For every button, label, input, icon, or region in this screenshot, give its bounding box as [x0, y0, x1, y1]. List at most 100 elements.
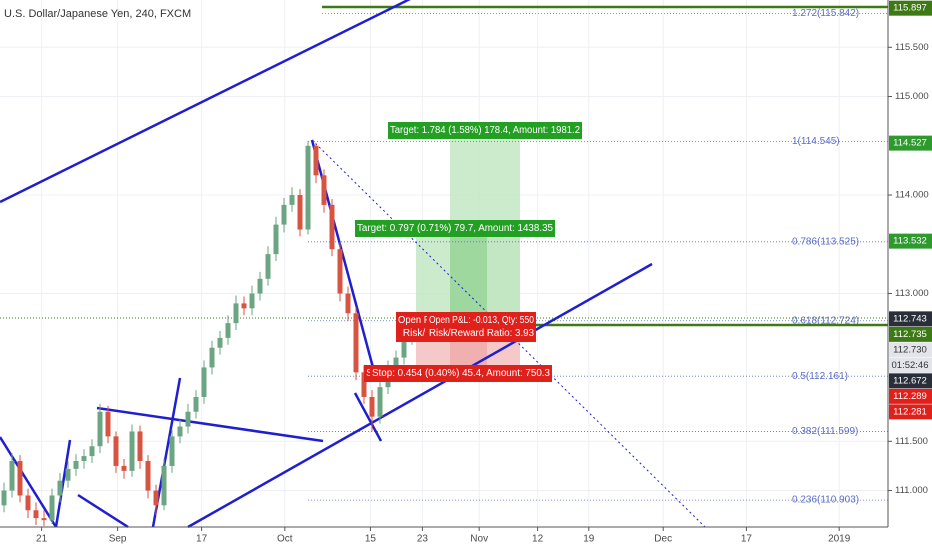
price-tag-bg: [889, 357, 932, 373]
candle-body: [313, 145, 319, 176]
annotation-text: Target: 0.797 (0.71%) 79.7, Amount: 1438…: [357, 223, 553, 234]
candle-body: [289, 195, 295, 205]
trendline: [353, 392, 383, 442]
candle-body: [89, 446, 95, 457]
x-tick-label: 17: [741, 534, 753, 545]
annotation-box: [370, 365, 552, 382]
candle-body: [225, 323, 231, 338]
x-tick-label: 2019: [828, 534, 851, 545]
annotation-text: Open P: [398, 315, 430, 326]
x-tick-label: 19: [583, 534, 595, 545]
candle-body: [201, 367, 207, 397]
candle-body: [81, 456, 87, 462]
fib-label: 0.618(112.724): [792, 315, 859, 326]
candle-body: [297, 195, 303, 230]
grid-layer: [0, 0, 888, 527]
candle-body: [249, 293, 255, 309]
trendline: [0, 436, 58, 528]
fib-label: 0.236(110.903): [792, 495, 859, 506]
annotation-text: Risk/: [403, 328, 425, 339]
candle-body: [337, 249, 343, 294]
annotation-box: [396, 312, 432, 342]
price-tag-bg: [889, 326, 932, 342]
candle-body: [185, 411, 191, 427]
candle-body: [1, 490, 7, 506]
candle-body: [41, 518, 47, 521]
y-tick-label: 114.000: [895, 190, 929, 201]
x-tick-label: 21: [36, 534, 48, 545]
candle-body: [113, 436, 119, 466]
fib-label: 0.382(111.599): [792, 426, 858, 437]
price-tag: 115.897: [893, 3, 927, 14]
x-tick-label: Dec: [654, 534, 672, 545]
label-layer: Target: 1.784 (1.58%) 178.4, Amount: 198…: [355, 122, 582, 382]
candle-body: [329, 204, 335, 250]
x-tick-label: Nov: [470, 534, 488, 545]
y-tick-label: 115.000: [895, 91, 929, 102]
trendlines: [0, 0, 706, 529]
candle-body: [241, 303, 247, 309]
countdown: 01:52:46: [892, 360, 929, 371]
candle-body: [73, 461, 79, 469]
fib-label: 0.786(113.525): [792, 236, 859, 247]
price-tag-bg: [889, 311, 932, 327]
annotation-text: Target: 1.784 (1.58%) 178.4, Amount: 198…: [390, 125, 580, 136]
trendline: [96, 406, 324, 443]
annotation-text: Open P&L: -0.013, Qty: 550: [429, 315, 534, 326]
price-tag: 114.527: [893, 138, 927, 149]
annotation-box: [355, 220, 555, 237]
candle-body: [273, 224, 279, 255]
x-tick-label: Oct: [277, 534, 293, 545]
candle-body: [401, 337, 407, 358]
price-tag-bg: [889, 373, 932, 389]
price-tag: 112.730: [893, 344, 927, 355]
price-tag: 112.735: [893, 329, 927, 340]
candle-body: [161, 465, 167, 506]
candle-body: [321, 175, 327, 205]
candle-body: [49, 495, 55, 521]
candle-body: [33, 510, 39, 519]
annotation-box: [427, 312, 536, 342]
x-tick-label: 23: [417, 534, 429, 545]
x-tick-label: 15: [365, 534, 377, 545]
candle-body: [257, 278, 263, 294]
candle-body: [153, 490, 159, 506]
price-tag: 112.743: [893, 313, 927, 324]
candle-body: [193, 396, 199, 412]
candle-body: [305, 145, 311, 230]
candle-body: [25, 495, 31, 511]
candle-body: [353, 313, 359, 373]
candle-body: [281, 204, 287, 225]
symbol-title: U.S. Dollar/Japanese Yen, 240, FXCM: [4, 8, 191, 20]
candle-body: [17, 461, 23, 496]
fib-label: 1(114.545): [792, 136, 840, 147]
candle-body: [217, 337, 223, 348]
price-tag-bg: [889, 233, 932, 249]
candle-body: [177, 426, 183, 437]
axis-layer: 115.500 115.000 114.000 113.000 111.500 111.0…: [36, 0, 932, 545]
price-tag: 113.532: [893, 236, 927, 247]
candle-body: [393, 357, 399, 368]
y-tick-label: 113.000: [895, 288, 929, 299]
price-tag: 112.281: [893, 406, 927, 417]
candle-body: [369, 396, 375, 417]
trendline: [0, 0, 411, 204]
candle-body: [345, 293, 351, 314]
candle-body: [209, 347, 215, 368]
candle-body: [65, 468, 71, 481]
candle-body: [361, 372, 367, 397]
annotation-text: Stop: 0.454 (0.40%) 45.4, Amount: 750.3: [372, 368, 550, 379]
x-tick-label: 12: [532, 534, 544, 545]
candle-body: [121, 465, 127, 471]
candle-body: [169, 436, 175, 466]
y-tick-label: 111.000: [895, 485, 928, 496]
price-tag: 112.672: [893, 375, 927, 386]
trendline: [77, 493, 129, 529]
x-tick-label: 17: [196, 534, 208, 545]
candle-body: [129, 431, 135, 471]
candle-body: [97, 411, 103, 447]
candle-body: [137, 431, 143, 462]
y-tick-label: 115.500: [895, 42, 929, 53]
x-tick-label: Sep: [109, 534, 127, 545]
